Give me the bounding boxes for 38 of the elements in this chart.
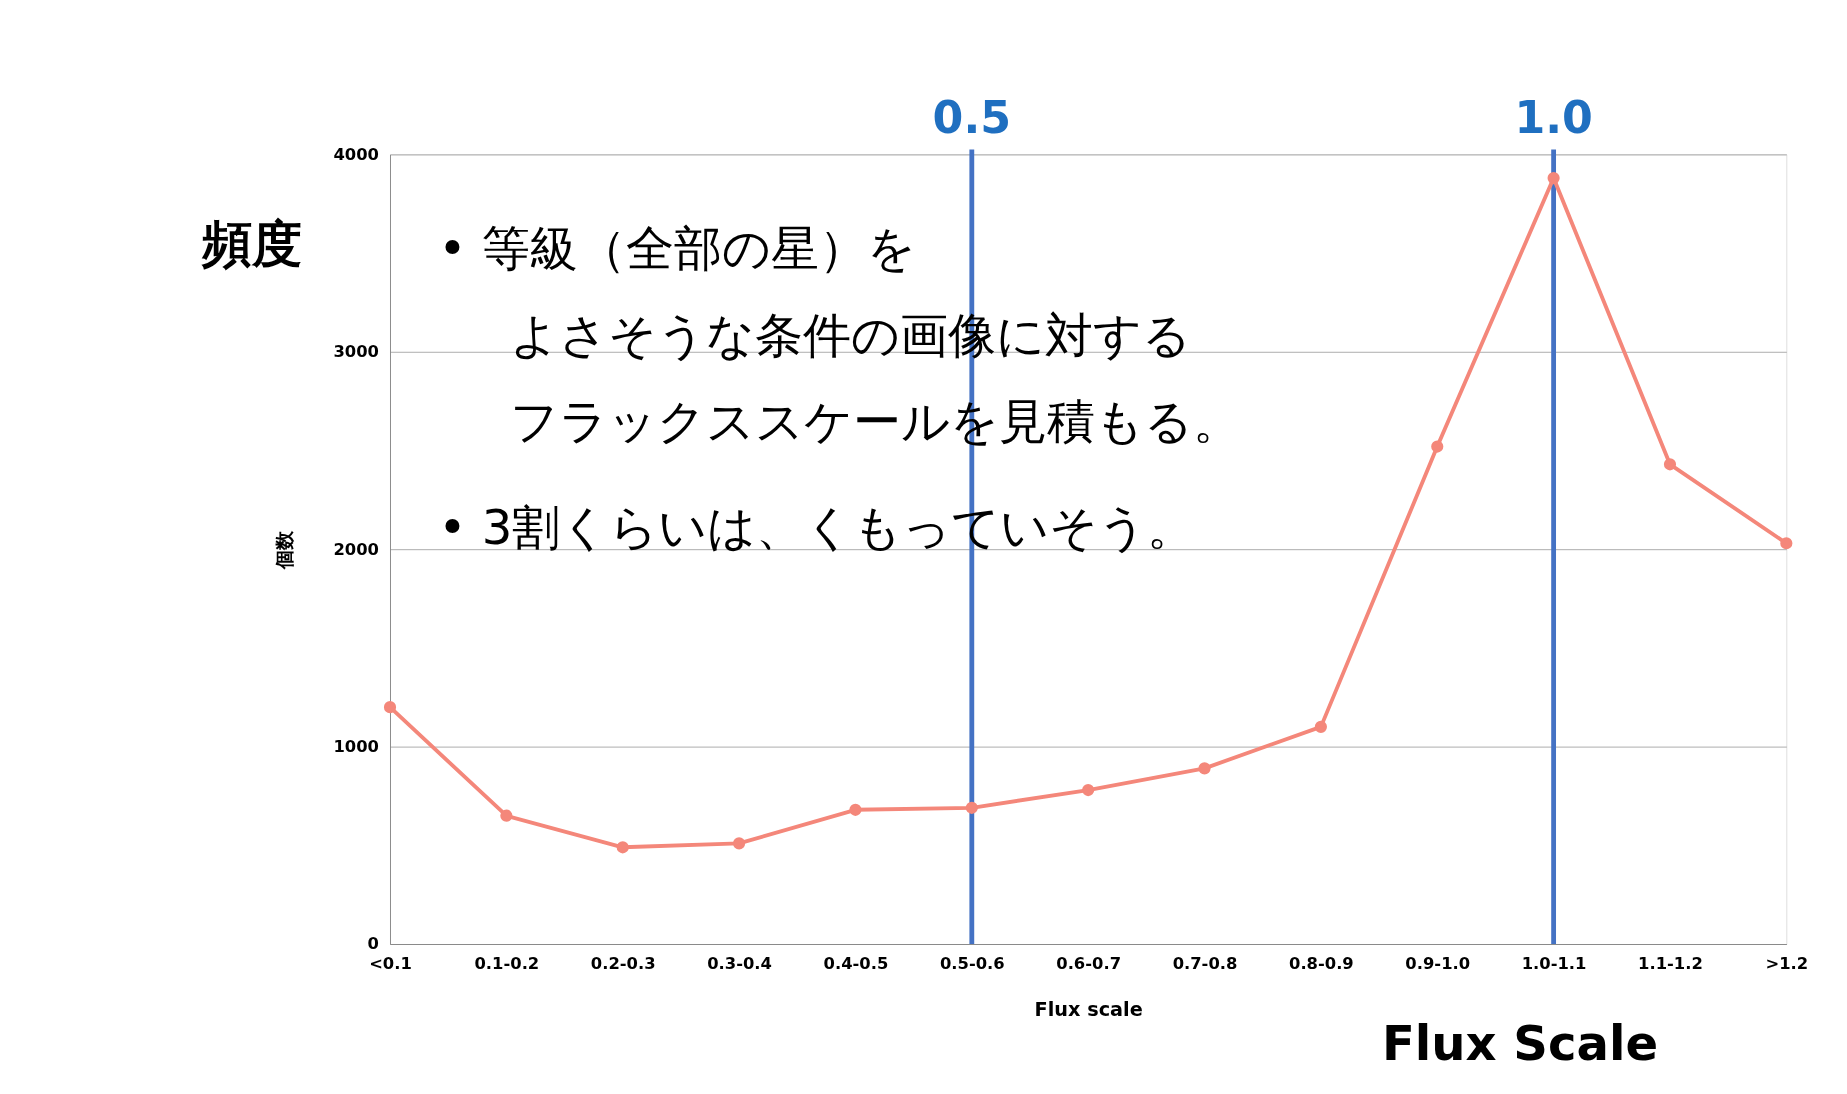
x-tick-label: 0.1-0.2 bbox=[474, 953, 540, 973]
point bbox=[1198, 762, 1211, 775]
point bbox=[1082, 783, 1095, 797]
ref-line-label: 1.0 bbox=[1514, 92, 1593, 144]
point bbox=[849, 803, 862, 816]
x-tick-label: 0.2-0.3 bbox=[590, 953, 656, 973]
x-tick-label: 0.8-0.9 bbox=[1288, 953, 1354, 973]
point bbox=[965, 801, 978, 814]
point bbox=[1547, 171, 1560, 185]
x-tick-label: 0.6-0.7 bbox=[1056, 953, 1122, 973]
point bbox=[1431, 440, 1444, 453]
point bbox=[1314, 720, 1327, 733]
x-tick-label: <0.1 bbox=[369, 953, 412, 973]
point bbox=[1780, 537, 1793, 550]
point bbox=[383, 701, 397, 714]
point bbox=[616, 841, 629, 854]
text: Flux Scale bbox=[1381, 1014, 1659, 1071]
x-axis-title: Flux scale bbox=[1034, 997, 1143, 1021]
y-tick-label: 0 bbox=[367, 934, 379, 954]
point bbox=[733, 837, 746, 850]
x-tick-label: 0.4-0.5 bbox=[823, 953, 889, 973]
y-axis-title: 個数 bbox=[273, 529, 296, 570]
x-tick-label: 0.3-0.4 bbox=[707, 953, 772, 973]
x-tick-label: >1.2 bbox=[1765, 953, 1809, 973]
x-tick-label: 0.9-1.0 bbox=[1405, 953, 1471, 973]
y-tick-label: 3000 bbox=[333, 342, 379, 362]
y-tick-label: 2000 bbox=[333, 539, 379, 559]
y-tick-label: 1000 bbox=[333, 736, 379, 756]
x-tick-label: 1.0-1.1 bbox=[1521, 953, 1587, 973]
ref-line-label: 0.5 bbox=[932, 92, 1012, 144]
point bbox=[1663, 458, 1677, 471]
x-tick-label: 0.7-0.8 bbox=[1172, 953, 1238, 973]
x-tick-label: 0.5-0.6 bbox=[939, 953, 1005, 973]
y-tick-label: 4000 bbox=[333, 144, 379, 164]
annotation: • 等級（全部の星）を bbox=[438, 220, 916, 277]
point bbox=[500, 809, 513, 822]
text: 頻度 bbox=[201, 215, 303, 274]
x-tick-label: 1.1-1.2 bbox=[1638, 953, 1703, 973]
